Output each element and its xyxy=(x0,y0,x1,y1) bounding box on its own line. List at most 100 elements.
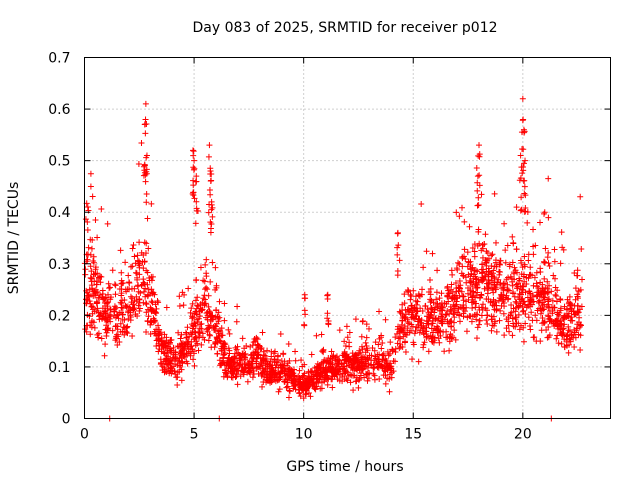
data-point xyxy=(544,334,551,341)
data-point xyxy=(95,274,102,281)
data-point xyxy=(140,265,147,272)
data-point xyxy=(217,362,224,369)
data-point xyxy=(101,308,108,315)
data-point xyxy=(533,293,540,300)
data-point xyxy=(505,274,512,281)
data-point xyxy=(438,317,445,324)
data-point xyxy=(530,292,537,299)
data-point xyxy=(430,315,437,322)
data-point xyxy=(296,367,303,374)
data-point xyxy=(152,301,159,308)
data-point xyxy=(208,220,215,227)
data-point xyxy=(323,358,330,365)
data-point xyxy=(250,370,257,377)
data-point xyxy=(94,288,101,295)
data-point xyxy=(474,202,481,209)
data-point xyxy=(376,308,383,315)
data-point xyxy=(292,357,299,364)
data-point xyxy=(507,312,514,319)
data-point xyxy=(371,376,378,383)
data-point xyxy=(426,276,433,283)
data-point xyxy=(439,304,446,311)
data-point xyxy=(335,356,342,363)
data-point xyxy=(561,344,568,351)
data-point xyxy=(528,309,535,316)
data-point xyxy=(90,259,97,266)
data-point xyxy=(476,172,483,179)
data-point xyxy=(93,281,100,288)
data-point xyxy=(523,280,530,287)
data-point xyxy=(183,358,190,365)
data-point xyxy=(297,379,304,386)
data-point xyxy=(191,157,198,164)
data-point xyxy=(433,296,440,303)
data-point xyxy=(537,338,544,345)
data-point xyxy=(286,387,293,394)
data-point xyxy=(192,220,199,227)
data-point xyxy=(82,216,89,223)
data-point xyxy=(344,334,351,341)
data-point xyxy=(140,299,147,306)
data-point xyxy=(246,369,253,376)
data-point xyxy=(459,263,466,270)
data-point xyxy=(359,355,366,362)
data-point xyxy=(500,280,507,287)
data-point xyxy=(140,288,147,295)
data-point xyxy=(197,264,204,271)
data-point xyxy=(396,257,403,264)
data-point xyxy=(525,251,532,258)
data-point xyxy=(451,327,458,334)
data-point xyxy=(333,360,340,367)
data-point xyxy=(467,266,474,273)
data-point xyxy=(193,198,200,205)
data-point xyxy=(191,335,198,342)
data-point xyxy=(311,379,318,386)
data-point xyxy=(524,294,531,301)
data-point xyxy=(174,369,181,376)
data-point xyxy=(461,253,468,260)
data-point xyxy=(541,258,548,265)
data-point xyxy=(176,302,183,309)
data-point xyxy=(320,349,327,356)
data-point xyxy=(192,308,199,315)
data-point xyxy=(87,274,94,281)
data-point xyxy=(87,183,94,190)
data-point xyxy=(461,218,468,225)
data-point xyxy=(488,327,495,334)
data-point xyxy=(115,315,122,322)
data-point xyxy=(431,334,438,341)
data-point xyxy=(263,370,270,377)
data-point xyxy=(178,377,185,384)
data-point xyxy=(190,356,197,363)
data-point xyxy=(198,325,205,332)
data-point xyxy=(500,284,507,291)
data-point xyxy=(501,332,508,339)
data-point xyxy=(236,362,243,369)
data-point xyxy=(455,305,462,312)
data-point xyxy=(549,297,556,304)
data-point xyxy=(518,194,525,201)
data-point xyxy=(520,116,527,123)
data-point xyxy=(521,253,528,260)
data-point xyxy=(203,256,210,263)
data-point xyxy=(510,269,517,276)
data-point xyxy=(467,291,474,298)
data-point xyxy=(247,343,254,350)
data-point xyxy=(567,338,574,345)
data-point xyxy=(397,343,404,350)
data-point xyxy=(88,278,95,285)
x-tick-label: 15 xyxy=(404,427,422,443)
data-point xyxy=(127,263,134,270)
data-point xyxy=(519,95,526,102)
data-point xyxy=(106,311,113,318)
data-point xyxy=(208,198,215,205)
data-point xyxy=(142,293,149,300)
data-point xyxy=(311,385,318,392)
data-point xyxy=(260,356,267,363)
data-point xyxy=(190,164,197,171)
data-point xyxy=(560,246,567,253)
data-point xyxy=(381,367,388,374)
data-point xyxy=(553,335,560,342)
data-point xyxy=(324,291,331,298)
